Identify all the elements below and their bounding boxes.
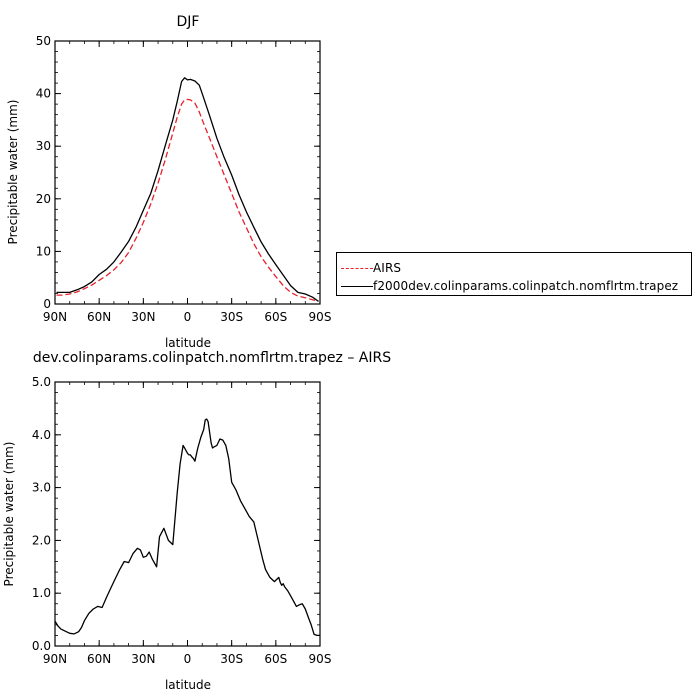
y-tick-label-bottom: 5.0: [32, 375, 51, 389]
legend-label-airs: AIRS: [373, 261, 402, 275]
plot-area-top: 90N 60N 30N 0 30S 60S 90S 0 10 20 30 40 50: [36, 34, 332, 324]
x-tick-label-top: 30S: [220, 310, 243, 324]
y-axis-label-bottom: Precipitable water (mm): [2, 442, 16, 587]
y-tick-label-top: 0: [43, 297, 51, 311]
chart-title-difference: dev.colinparams.colinpatch.nomflrtm.trap…: [33, 350, 391, 366]
y-tick-label-top: 10: [36, 244, 51, 258]
y-tick-label-top: 30: [36, 139, 51, 153]
x-tick-label-bottom: 90N: [43, 652, 67, 666]
chart-difference: dev.colinparams.colinpatch.nomflrtm.trap…: [2, 350, 391, 692]
x-tick-label-bottom: 60S: [264, 652, 287, 666]
x-tick-label-bottom: 0: [184, 652, 192, 666]
series-line-top-1: [56, 77, 319, 302]
plot-frame-bottom: [54, 381, 321, 647]
plot-area-bottom: 90N 60N 30N 0 30S 60S 90S 0.0 1.0 2.0 3.0 4.0 5.0: [32, 375, 332, 666]
y-tick-label-bottom: 1.0: [32, 586, 51, 600]
x-tick-label-top: 60N: [87, 310, 111, 324]
x-tick-label-bottom: 90S: [309, 652, 332, 666]
x-tick-label-top: 60S: [264, 310, 287, 324]
legend-swatch-model: [341, 285, 373, 287]
x-tick-label-top: 90S: [309, 310, 332, 324]
x-axis-label-bottom: latitude: [165, 678, 211, 692]
y-tick-label-bottom: 0.0: [32, 639, 51, 653]
y-tick-label-bottom: 3.0: [32, 481, 51, 495]
x-tick-label-bottom: 60N: [87, 652, 111, 666]
y-tick-label-bottom: 2.0: [32, 533, 51, 547]
y-axis-label-top: Precipitable water (mm): [6, 100, 20, 245]
x-tick-label-top: 90N: [43, 310, 67, 324]
legend-entry-airs: AIRS: [337, 259, 401, 277]
x-axis-label-top: latitude: [165, 336, 211, 350]
y-tick-label-top: 40: [36, 87, 51, 101]
x-tick-label-top: 0: [184, 310, 192, 324]
y-tick-label-bottom: 4.0: [32, 428, 51, 442]
y-tick-label-top: 20: [36, 192, 51, 206]
legend: AIRS f2000dev.colinparams.colinpatch.nom…: [336, 252, 692, 296]
legend-swatch-airs: [341, 267, 373, 269]
legend-entry-model: f2000dev.colinparams.colinpatch.nomflrtm…: [337, 277, 678, 295]
y-tick-label-top: 50: [36, 34, 51, 48]
chart-title-djf: DJF: [177, 14, 200, 30]
chart-djf: DJF Precipitable water (mm) latitude 90N…: [6, 14, 331, 350]
x-tick-label-top: 30N: [131, 310, 155, 324]
legend-label-model: f2000dev.colinparams.colinpatch.nomflrtm…: [373, 279, 679, 293]
series-line-top-0: [56, 98, 319, 303]
series-line-bottom-0: [54, 418, 320, 637]
x-tick-label-bottom: 30N: [131, 652, 155, 666]
x-tick-label-bottom: 30S: [220, 652, 243, 666]
